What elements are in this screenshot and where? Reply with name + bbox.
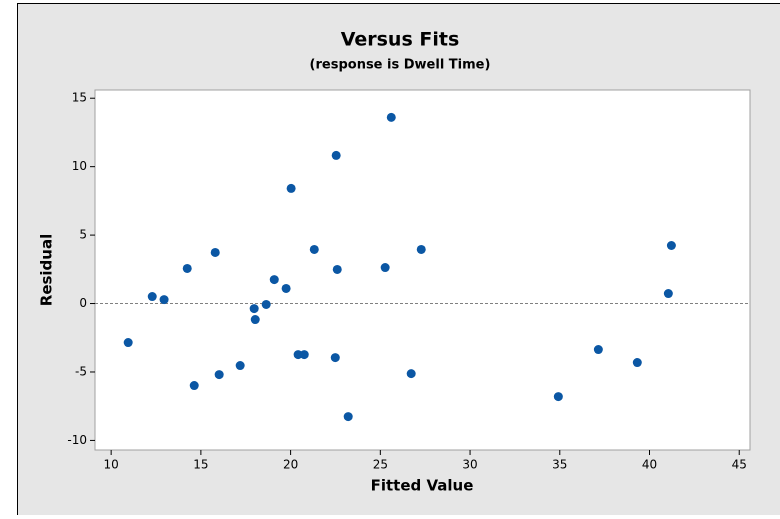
data-point [282, 284, 291, 293]
data-point [381, 263, 390, 272]
data-point [417, 245, 426, 254]
data-point [554, 392, 563, 401]
data-point [664, 289, 673, 298]
data-point [633, 358, 642, 367]
data-point [332, 151, 341, 160]
plot-area [95, 90, 750, 450]
chart-title: Versus Fits [341, 29, 460, 51]
y-tick-label: 5 [79, 228, 87, 242]
data-point [251, 315, 260, 324]
data-point [148, 292, 157, 301]
data-point [407, 369, 416, 378]
y-tick-label: 10 [72, 159, 87, 173]
x-tick-label: 20 [283, 458, 298, 472]
data-point [124, 338, 133, 347]
data-point [667, 241, 676, 250]
chart-subtitle: (response is Dwell Time) [310, 58, 491, 73]
x-tick-label: 10 [104, 458, 119, 472]
data-point [190, 381, 199, 390]
x-tick-label: 45 [732, 458, 747, 472]
data-point [344, 412, 353, 421]
data-point [211, 248, 220, 257]
data-point [270, 275, 279, 284]
data-point [594, 345, 603, 354]
x-tick-label: 35 [552, 458, 567, 472]
data-point [236, 361, 245, 370]
data-point [287, 184, 296, 193]
data-point [387, 113, 396, 122]
y-tick-label: -5 [75, 364, 87, 378]
data-point [183, 264, 192, 273]
x-axis-label: Fitted Value [371, 477, 474, 495]
x-tick-label: 25 [373, 458, 388, 472]
y-tick-label: 0 [79, 296, 87, 310]
x-tick-label: 40 [642, 458, 657, 472]
y-axis-label: Residual [38, 234, 56, 306]
data-point [331, 353, 340, 362]
data-point [250, 304, 259, 313]
x-tick-label: 15 [193, 458, 208, 472]
data-point [215, 370, 224, 379]
y-tick-label: -10 [67, 433, 87, 447]
data-point [160, 295, 169, 304]
y-tick-label: 15 [72, 91, 87, 105]
data-point [333, 265, 342, 274]
data-point [300, 350, 309, 359]
data-point [310, 245, 319, 254]
data-point [262, 300, 271, 309]
x-tick-label: 30 [462, 458, 477, 472]
